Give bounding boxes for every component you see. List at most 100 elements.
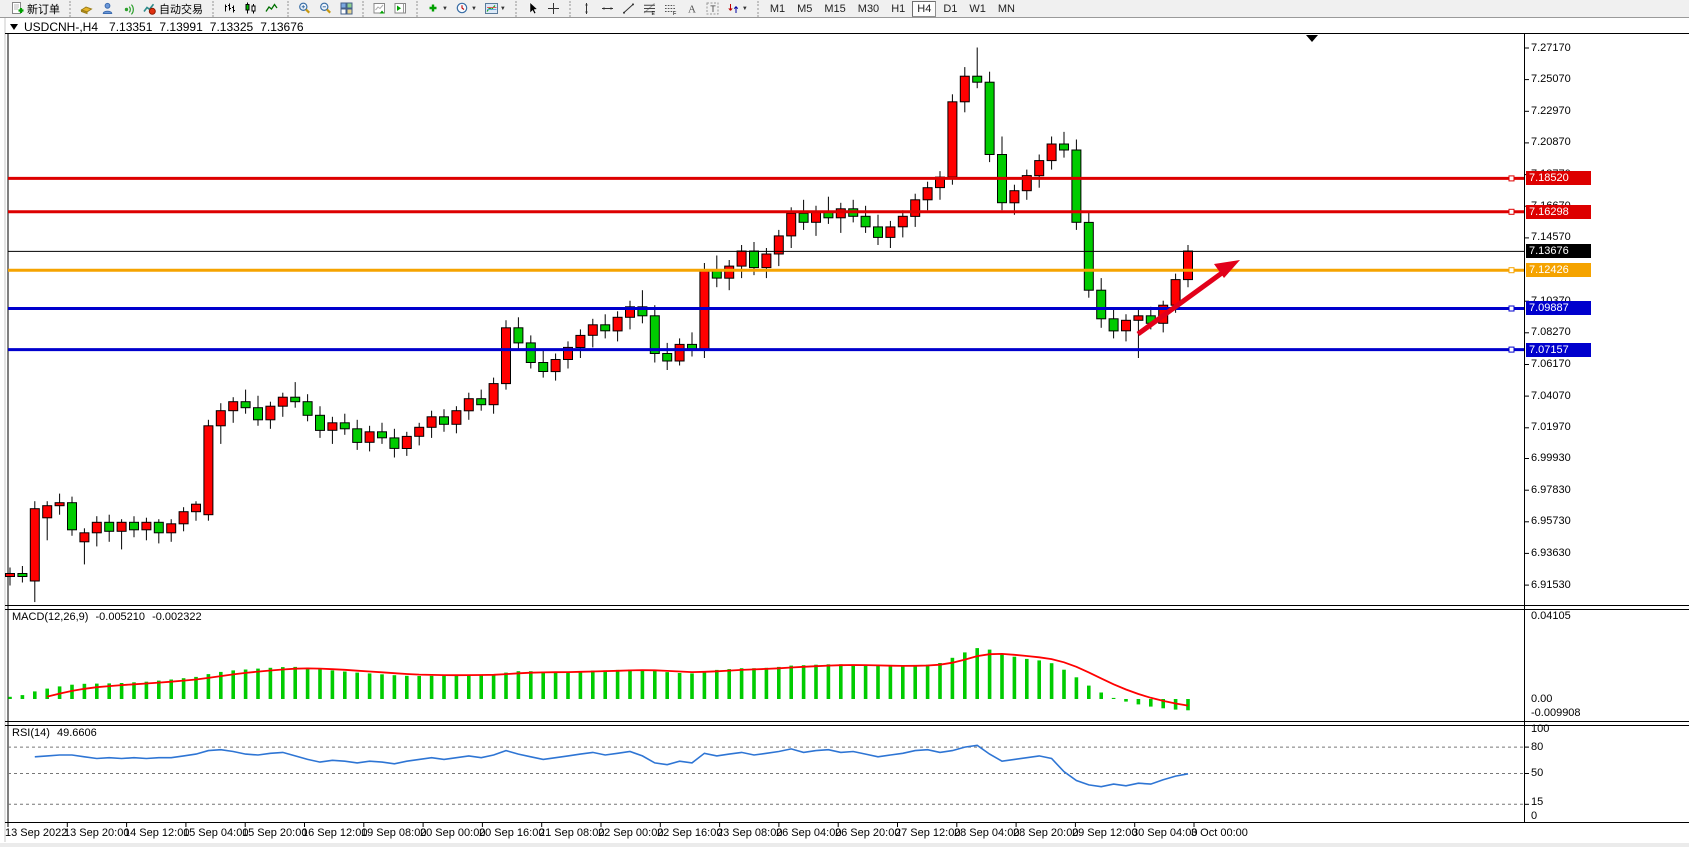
horizontal-line-button[interactable] <box>598 0 617 17</box>
channel-button[interactable]: F <box>661 0 680 17</box>
toolbar-group: 自动交易 <box>69 0 210 17</box>
pivot-line-price-badge: 7.12426 <box>1526 263 1591 277</box>
cursor-button[interactable] <box>523 0 542 17</box>
time-tick: 22 Sep 00:00 <box>598 827 664 839</box>
price-tick: 6.93630 <box>1531 547 1571 559</box>
rsi-tick: 0 <box>1531 810 1538 822</box>
price-tick: 7.14570 <box>1531 231 1571 243</box>
autoscroll-icon <box>373 3 385 14</box>
toolbar-group <box>362 0 414 17</box>
template-icon <box>484 3 498 14</box>
bar-chart-mode-button[interactable] <box>220 0 239 17</box>
auto-scroll-button[interactable] <box>370 0 389 17</box>
periods-button[interactable]: ▼ <box>453 0 480 17</box>
linechart-icon <box>265 3 278 12</box>
auto-trading-button[interactable]: 自动交易 <box>140 0 206 17</box>
fibonacci-button[interactable]: E <box>640 0 659 17</box>
time-tick: 14 Sep 12:00 <box>124 827 190 839</box>
new-order-button[interactable]: 新订单 <box>8 0 63 17</box>
price-tick: 6.99930 <box>1531 452 1571 464</box>
templates-button[interactable]: ▼ <box>482 0 509 17</box>
macd-signal-value: -0.002322 <box>152 611 202 623</box>
svg-text:E: E <box>651 11 655 15</box>
time-tick: 26 Sep 04:00 <box>776 827 842 839</box>
text-label-button[interactable]: T <box>703 0 722 17</box>
gold-icon <box>80 6 93 15</box>
quote-low: 7.13325 <box>209 20 254 34</box>
time-tick: 19 Sep 08:00 <box>361 827 427 839</box>
rsi-tick: 15 <box>1531 796 1544 808</box>
timeframe-mn-button[interactable]: MN <box>997 2 1015 15</box>
auto-trading-label: 自动交易 <box>159 3 203 16</box>
toolbar: 新订单 自动交易 ▼ ▼ ▼ E F A T ▼ M1 M5 M15 M30 H1 H4 D1 W1 MN <box>0 0 1689 18</box>
chevron-down-icon[interactable]: ▼ <box>442 5 448 12</box>
zoom-in-button[interactable] <box>295 0 314 17</box>
fibo-icon: E <box>643 3 655 15</box>
support-line-1-price-badge: 7.09887 <box>1526 301 1591 315</box>
rsi-tick: 50 <box>1531 767 1544 779</box>
rsi-tick: 80 <box>1531 741 1544 753</box>
candlestick-mode-button[interactable] <box>241 0 260 17</box>
chevron-down-icon[interactable]: ▼ <box>741 5 748 12</box>
time-tick: 20 Sep 00:00 <box>420 827 486 839</box>
toolbar-group: ▼ ▼ ▼ <box>416 0 513 17</box>
chevron-down-icon[interactable]: ▼ <box>470 5 477 12</box>
quote-open: 7.13351 <box>109 20 153 34</box>
community-button[interactable] <box>98 0 117 17</box>
time-tick: 23 Sep 08:00 <box>717 827 783 839</box>
rsi-indicator-label: RSI(14) 49.6606 <box>12 727 97 739</box>
time-tick: 29 Sep 12:00 <box>1072 827 1138 839</box>
signals-button[interactable] <box>119 0 138 17</box>
arrows-icon <box>728 4 738 13</box>
line-chart-mode-button[interactable] <box>262 0 281 17</box>
time-tick: 26 Sep 20:00 <box>835 827 901 839</box>
time-tick: 16 Sep 12:00 <box>302 827 368 839</box>
price-tick: 6.95730 <box>1531 515 1571 527</box>
labelT-icon: T <box>706 2 719 15</box>
chart-shift-button[interactable] <box>391 0 410 17</box>
vline-icon <box>585 3 588 14</box>
svg-text:T: T <box>710 4 716 14</box>
resistance-line-1-price-badge: 7.18520 <box>1526 171 1591 185</box>
timeframe-h1-button[interactable]: H1 <box>891 2 906 15</box>
chart-shift-marker-icon[interactable] <box>1306 35 1318 42</box>
macd-min-label: -0.009908 <box>1531 707 1581 719</box>
chartshift-icon <box>394 3 406 14</box>
crosshair-button[interactable] <box>544 0 563 17</box>
market-button[interactable] <box>77 0 96 17</box>
timeframe-m15-button[interactable]: M15 <box>824 2 846 15</box>
time-tick: 21 Sep 08:00 <box>539 827 605 839</box>
timeframe-m30-button[interactable]: M30 <box>857 2 880 15</box>
zoom-out-button[interactable] <box>316 0 335 17</box>
zoomin-icon <box>299 2 310 14</box>
trend-line-button[interactable] <box>619 0 638 17</box>
timeframe-h4-button[interactable]: H4 <box>912 0 937 17</box>
candles-icon <box>245 2 256 14</box>
vertical-line-button[interactable] <box>577 0 596 17</box>
text-button[interactable]: A <box>682 0 701 17</box>
cursor-icon <box>529 2 538 15</box>
price-tick: 7.25070 <box>1531 73 1571 85</box>
svg-text:F: F <box>673 11 677 15</box>
tile-windows-button[interactable] <box>337 0 356 17</box>
arrow-objects-button[interactable]: ▼ <box>724 0 751 17</box>
resistance-line-2-price-badge: 7.16298 <box>1526 205 1591 219</box>
time-tick: 22 Sep 16:00 <box>657 827 723 839</box>
timeframe-m5-button[interactable]: M5 <box>797 2 813 15</box>
macd-max-label: 0.04105 <box>1531 610 1571 622</box>
window-menu-icon[interactable] <box>10 24 18 30</box>
chevron-down-icon[interactable]: ▼ <box>499 5 506 12</box>
current-price-badge: 7.13676 <box>1526 244 1591 258</box>
clock-icon <box>456 2 468 14</box>
timeframe-w1-button[interactable]: W1 <box>969 2 986 15</box>
time-tick: 28 Sep 20:00 <box>1013 827 1079 839</box>
timeframe-d1-button[interactable]: D1 <box>943 2 958 15</box>
time-tick: 13 Sep 20:00 <box>64 827 130 839</box>
signal-icon <box>124 4 134 15</box>
price-tick: 6.97830 <box>1531 484 1571 496</box>
timeframe-m1-button[interactable]: M1 <box>769 2 786 15</box>
rsi-name: RSI(14) <box>12 727 50 739</box>
time-tick: 20 Sep 16:00 <box>479 827 545 839</box>
add-indicator-button[interactable]: ▼ <box>424 0 451 17</box>
price-tick: 7.27170 <box>1531 42 1571 54</box>
